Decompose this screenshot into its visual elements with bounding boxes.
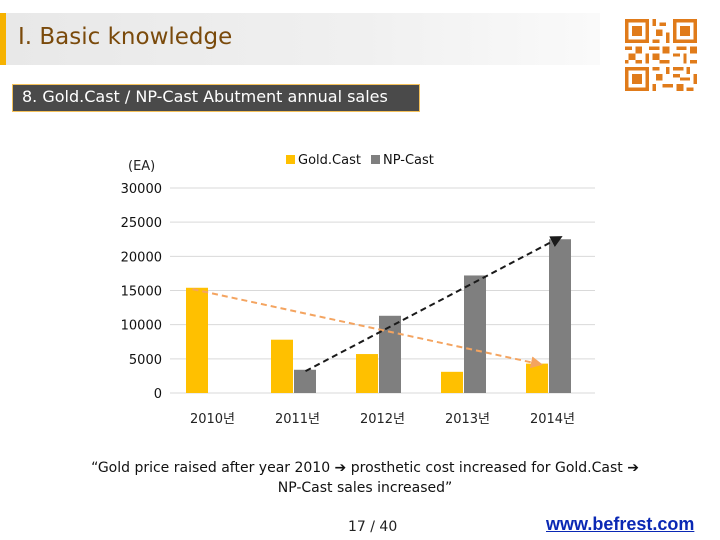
subtitle: 8. Gold.Cast / NP-Cast Abutment annual s… xyxy=(22,87,388,106)
y-tick-label: 5000 xyxy=(129,353,162,368)
x-tick-label: 2014년 xyxy=(530,412,575,427)
gold-cast-trend-arrow xyxy=(192,288,543,369)
y-axis-label: (EA) xyxy=(128,159,155,174)
legend-label: NP-Cast xyxy=(383,153,434,168)
website-link[interactable]: www.befrest.com xyxy=(546,514,695,534)
np-cast-bar xyxy=(464,275,486,393)
y-tick-label: 20000 xyxy=(121,250,162,265)
x-tick-label: 2012년 xyxy=(360,412,405,427)
legend-swatch-gold-cast xyxy=(286,155,295,164)
caption: “Gold price raised after year 2010 ➔ pro… xyxy=(70,458,660,498)
y-tick-label: 15000 xyxy=(121,285,162,300)
caption-line-2: NP-Cast sales increased” xyxy=(277,480,453,496)
qr-code-icon xyxy=(625,19,697,91)
title-band xyxy=(0,13,600,65)
x-tick-label: 2011년 xyxy=(275,412,320,427)
title-accent-bar xyxy=(0,13,6,65)
legend-label: Gold.Cast xyxy=(298,153,361,168)
x-tick-label: 2013년 xyxy=(445,412,490,427)
y-tick-label: 0 xyxy=(154,387,162,402)
y-tick-label: 10000 xyxy=(121,319,162,334)
np-cast-bar xyxy=(549,239,571,393)
gold-cast-bar xyxy=(526,363,548,393)
caption-line-1: “Gold price raised after year 2010 ➔ pro… xyxy=(91,460,639,476)
subtitle-banner xyxy=(12,84,420,112)
np-cast-bar xyxy=(294,369,316,393)
y-tick-label: 25000 xyxy=(121,216,162,231)
page-number: 17 / 40 xyxy=(348,519,398,535)
annual-sales-chart: (EA) 30000 25000 20000 15000 10000 5000 0 Gold.C… xyxy=(121,153,595,427)
np-cast-trend-arrow xyxy=(305,236,563,373)
gold-cast-bar xyxy=(441,371,463,393)
gold-cast-bar xyxy=(356,354,378,393)
section-title: I. Basic knowledge xyxy=(18,24,233,50)
gold-cast-bar xyxy=(186,287,208,393)
gold-cast-bar xyxy=(271,339,293,393)
y-tick-label: 30000 xyxy=(121,182,162,197)
legend-swatch-np-cast xyxy=(371,155,380,164)
x-tick-label: 2010년 xyxy=(190,412,235,427)
np-cast-bar xyxy=(379,315,401,393)
